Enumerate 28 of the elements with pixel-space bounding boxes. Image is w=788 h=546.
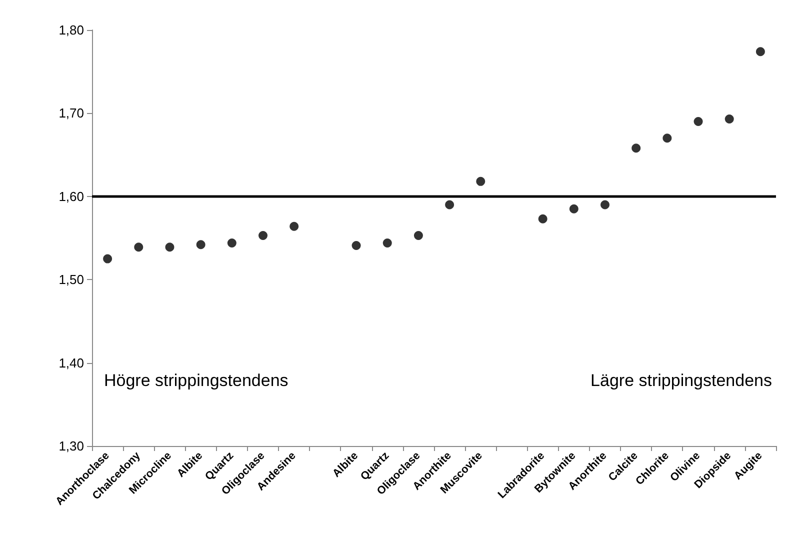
point bbox=[196, 240, 206, 250]
y-tick-label: 1,70 bbox=[58, 106, 84, 121]
point bbox=[662, 134, 672, 143]
y-tick-label: 1,60 bbox=[58, 188, 84, 204]
y-tick-label: 1,40 bbox=[58, 355, 84, 370]
y-tick-label: 1,30 bbox=[58, 438, 84, 454]
point bbox=[756, 47, 765, 56]
point bbox=[724, 114, 734, 124]
point bbox=[600, 200, 610, 210]
point bbox=[694, 117, 703, 126]
point bbox=[476, 176, 486, 186]
point bbox=[632, 144, 641, 153]
point bbox=[382, 238, 392, 248]
annotation: Högre strippingstendens bbox=[104, 371, 288, 390]
point bbox=[103, 254, 112, 264]
point bbox=[165, 242, 174, 252]
point bbox=[227, 238, 236, 248]
point bbox=[352, 240, 361, 250]
y-tick-label: 1,50 bbox=[58, 272, 84, 288]
point bbox=[569, 204, 578, 214]
annotation: Lägre strippingstendens bbox=[590, 371, 772, 390]
point bbox=[258, 231, 268, 240]
point bbox=[538, 214, 548, 224]
y-tick-label: 1,80 bbox=[58, 22, 84, 38]
point bbox=[414, 231, 423, 240]
point bbox=[134, 242, 144, 252]
point bbox=[290, 222, 299, 231]
point bbox=[445, 200, 454, 210]
